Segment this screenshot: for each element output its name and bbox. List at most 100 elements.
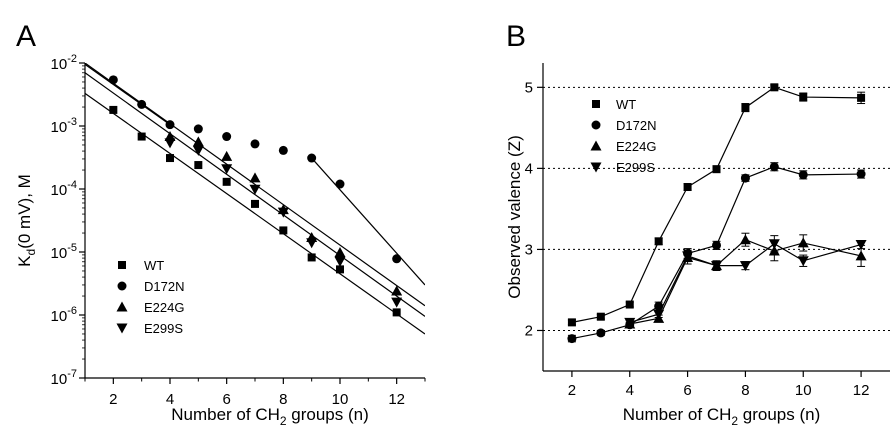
legend-label: WT — [616, 97, 636, 112]
data-point — [108, 75, 118, 85]
data-point — [768, 239, 780, 250]
data-point — [857, 93, 866, 102]
data-point — [741, 103, 750, 112]
x-axis-label-b: Number of CH2 groups (n) — [623, 405, 821, 428]
series-wt-b — [567, 83, 866, 327]
legend-label: E224G — [144, 300, 184, 315]
legend-marker — [118, 261, 126, 269]
data-point — [306, 238, 318, 249]
data-point — [739, 234, 751, 245]
series-line — [629, 243, 862, 323]
data-point — [712, 165, 721, 174]
data-point — [222, 177, 231, 186]
series-line — [629, 239, 862, 325]
data-point — [192, 145, 204, 156]
fit-line — [311, 157, 425, 286]
x-tick-label-a: 10 — [332, 391, 349, 408]
series-wt-a — [109, 105, 401, 317]
data-point — [279, 226, 288, 235]
data-point — [221, 164, 233, 175]
data-point — [334, 247, 346, 258]
data-point — [855, 240, 867, 251]
data-point — [278, 145, 288, 155]
series-d172n-a — [108, 75, 402, 264]
data-point — [654, 237, 663, 246]
legend-marker — [117, 281, 127, 291]
x-tick-label-b: 4 — [626, 382, 634, 399]
data-point — [855, 250, 867, 261]
data-point — [336, 265, 344, 274]
y-tick-label-a: 10-7 — [51, 368, 77, 388]
data-point — [856, 169, 866, 179]
panel-a-letter: A — [16, 20, 36, 53]
legend-b: WT D172N E224G E299S — [590, 97, 656, 175]
legend-marker — [116, 323, 128, 334]
data-point — [277, 207, 289, 218]
legend-label: WT — [144, 258, 164, 273]
data-point — [797, 237, 809, 248]
y-tick-label-b: 3 — [525, 241, 533, 258]
data-point — [740, 173, 750, 183]
legend-label: E299S — [144, 321, 183, 336]
legend-marker — [590, 140, 602, 151]
y-tick-label-a: 10-2 — [51, 53, 77, 73]
series-line — [571, 166, 862, 340]
data-point — [334, 256, 346, 267]
x-tick-label-a: 12 — [388, 391, 405, 408]
legend-label: E299S — [616, 160, 655, 175]
data-point — [799, 93, 808, 102]
data-point — [596, 328, 606, 338]
y-tick-label-a: 10-4 — [51, 179, 77, 199]
x-tick-label-b: 6 — [683, 382, 691, 399]
x-tick-label-b: 10 — [795, 382, 812, 399]
data-point — [797, 256, 809, 267]
data-point — [683, 183, 692, 192]
series-e299s-b — [624, 235, 867, 328]
legend-label: D172N — [616, 118, 656, 133]
panel-a: A 2 4 6 8 10 12 10-2 10-3 10-4 10-5 10-6 10-7 WT D172… — [15, 20, 426, 428]
data-point — [164, 138, 176, 149]
y-axis-label-b: Observed valence (Z) — [505, 135, 524, 298]
data-point — [798, 170, 808, 180]
data-point — [567, 318, 576, 327]
data-point — [221, 150, 233, 161]
legend-label: E224G — [616, 139, 656, 154]
data-point — [251, 199, 259, 208]
data-point — [249, 172, 261, 183]
data-point — [249, 184, 261, 195]
x-tick-label-b: 2 — [568, 382, 576, 399]
x-tick-label-a: 8 — [279, 391, 287, 408]
legend-marker — [591, 120, 601, 130]
data-point — [391, 285, 403, 296]
data-point — [222, 132, 232, 142]
legend-marker — [116, 301, 128, 312]
legend-marker — [592, 100, 600, 108]
panel-b: B 2 4 6 8 10 12 2 3 4 5 WT D172N E224G E299S Number of… — [505, 20, 890, 428]
y-tick-label-b: 4 — [525, 160, 533, 177]
data-point — [391, 297, 403, 308]
data-point — [109, 105, 118, 114]
x-tick-label-b: 8 — [741, 382, 749, 399]
data-point — [567, 334, 577, 344]
data-point — [335, 179, 345, 189]
data-point — [739, 261, 751, 272]
data-point — [596, 312, 605, 321]
data-point — [624, 317, 636, 328]
data-point — [770, 83, 779, 92]
data-point — [769, 162, 779, 172]
y-axis-label-a: Kd(0 mV), M — [15, 174, 38, 267]
series-line — [571, 86, 862, 323]
y-tick-label-a: 10-6 — [51, 305, 77, 325]
data-point — [250, 139, 260, 149]
fit-line — [85, 63, 425, 307]
data-point — [392, 254, 402, 264]
data-point — [625, 300, 634, 309]
data-point — [654, 301, 664, 311]
legend-label: D172N — [144, 279, 184, 294]
data-point — [653, 309, 665, 320]
data-point — [166, 154, 174, 163]
x-axis-label-a: Number of CH2 groups (n) — [171, 405, 369, 428]
x-tick-label-a: 4 — [166, 391, 174, 408]
y-tick-label-a: 10-3 — [51, 116, 77, 136]
